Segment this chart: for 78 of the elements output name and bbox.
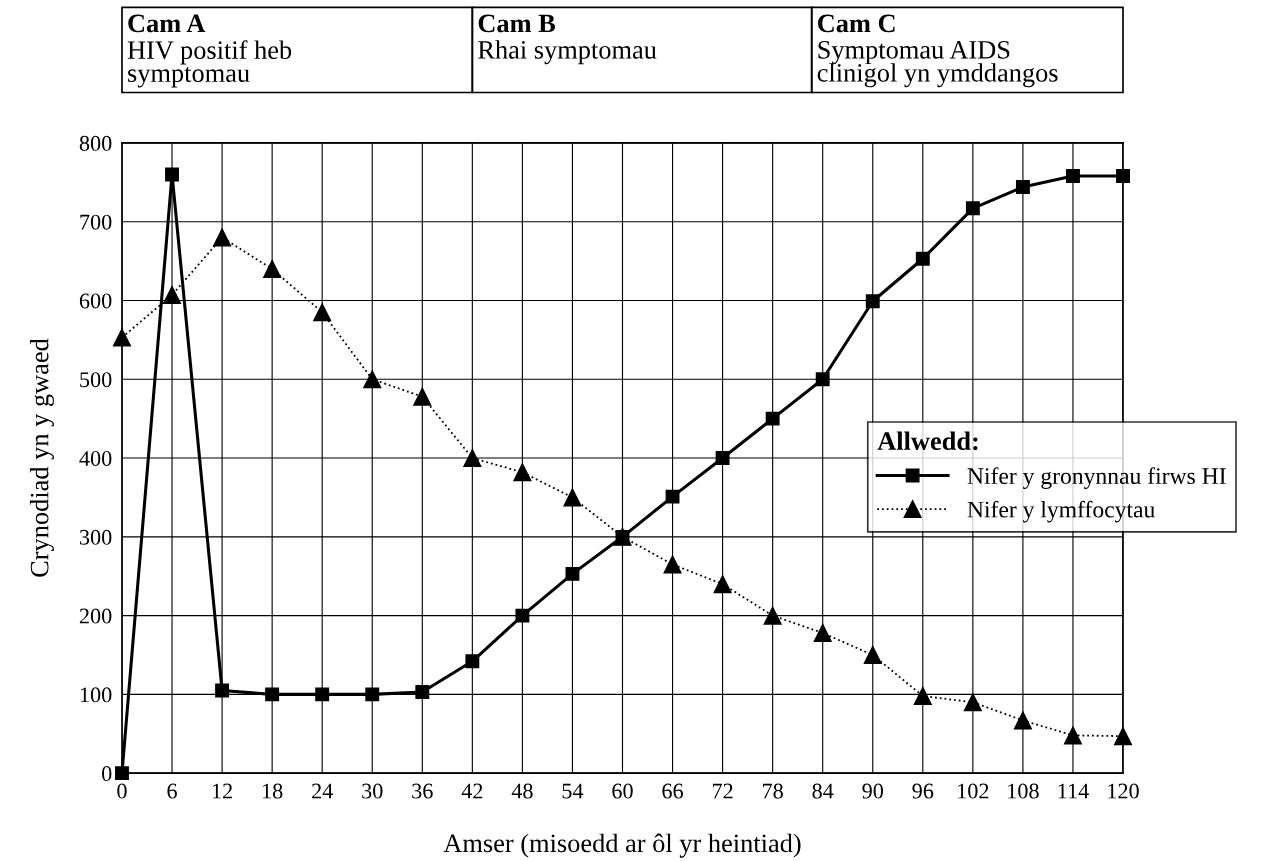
point [1116,169,1130,183]
x-tick-label: 96 [912,783,934,799]
x-tick-label: 108 [1008,783,1039,799]
point [813,623,832,642]
text: Cam B Rhai symptomau [478,14,657,65]
point [515,608,530,623]
point [363,370,382,389]
y-tick-label: 700 [80,214,112,230]
point [1113,727,1133,746]
point [763,606,782,625]
x-tick-label: 6 [167,783,177,799]
point [965,201,980,216]
point [263,259,282,279]
y-tick-label: 0 [102,766,112,782]
y-tick-label: 400 [79,450,112,466]
x-axis-title: Amser (misoedd ar ôl yr heintiad) [443,833,801,858]
point [463,449,482,468]
point [1015,180,1030,194]
x-tick-label: 78 [763,783,783,799]
point [213,228,232,247]
y-axis-title: Crynodiad yn y gwaed [29,338,54,577]
x-tick-label: 84 [812,783,834,799]
legend-label: Nifer y gronynnau firws HI [967,467,1226,489]
point [413,387,432,406]
point [265,687,280,702]
legend-label: Nifer y lymffocytau [967,500,1155,523]
x-tick-label: 102 [958,783,989,799]
point [115,766,129,781]
point [465,654,480,669]
x-tick-label: 30 [362,783,383,799]
point [863,645,882,665]
point [765,411,780,426]
x-tick-label: 0 [117,783,127,799]
point [915,251,930,266]
x-tick-label: 42 [461,783,483,799]
x-tick-label: 54 [562,783,584,799]
point [513,463,532,482]
y-tick-label: 200 [79,608,112,624]
point [1013,711,1032,730]
point [365,687,380,702]
x-tick-label: 72 [712,783,733,799]
x-tick-label: 66 [662,783,683,799]
y-tick-label: 300 [79,529,112,545]
y-tick-label: 100 [80,687,112,703]
point [163,285,182,305]
point [665,489,680,504]
x-tick-label: 90 [862,783,884,799]
text: Cam A HIV positif heb symptomau [127,14,292,88]
x-tick-label: 48 [511,783,533,799]
x-tick-label: 120 [1108,783,1139,799]
point [415,685,430,699]
point [715,451,730,465]
x-tick-label: 24 [312,783,333,799]
point [1063,726,1082,745]
point [215,683,230,698]
y-tick-label: 600 [79,293,112,309]
x-tick-label: 114 [1058,783,1089,799]
point [1066,169,1080,183]
x-tick-label: 60 [612,783,633,799]
point [865,294,880,309]
point [713,575,732,594]
point [815,372,830,387]
point [663,555,682,574]
x-tick-label: 12 [212,783,232,799]
y-tick-label: 500 [80,372,112,388]
point [313,303,332,322]
point [913,686,932,706]
point [165,167,179,182]
x-tick-label: 18 [262,783,283,799]
legend-title: Allwedd: [877,431,978,451]
point [315,687,330,702]
text: Cam C Symptomau AIDS clinigol yn ymddangos [817,14,1058,88]
point [112,328,132,347]
point [565,566,580,581]
y-tick-label: 800 [79,135,112,151]
x-tick-label: 36 [412,783,433,799]
point [563,488,582,507]
point [963,693,982,712]
